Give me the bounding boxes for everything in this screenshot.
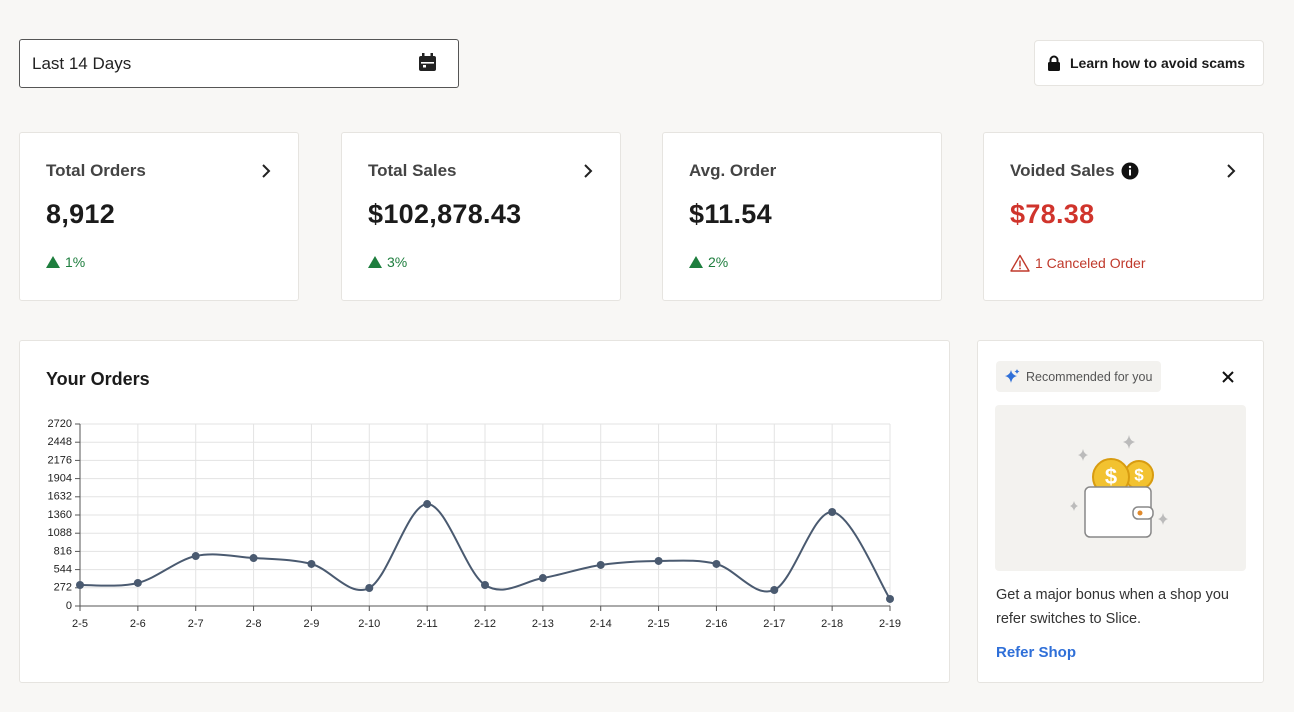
recommendation-card: Recommended for you $ $ Get a major bonu… — [977, 340, 1264, 683]
point — [712, 559, 721, 568]
stat-note-label: 1 Canceled Order — [1035, 255, 1146, 271]
y-tick-label: 816 — [54, 545, 72, 557]
y-tick-label: 1088 — [48, 527, 72, 539]
x-tick-label: 2-11 — [417, 618, 438, 630]
point — [654, 556, 663, 565]
recommendation-badge-label: Recommended for you — [1026, 369, 1153, 384]
stat-change: 1% — [46, 254, 85, 270]
stat-title: Voided Sales — [1010, 161, 1139, 181]
up-arrow-icon — [368, 256, 382, 268]
x-tick-label: 2-9 — [303, 618, 319, 630]
x-tick-label: 2-15 — [648, 618, 670, 630]
x-tick-label: 2-13 — [532, 618, 554, 630]
chevron-icon — [584, 164, 593, 178]
stat-change-label: 2% — [708, 254, 729, 270]
scam-link-button[interactable]: Learn how to avoid scams — [1034, 40, 1264, 86]
stat-note: 1 Canceled Order — [1010, 254, 1146, 272]
up-arrow-icon — [689, 256, 703, 268]
stat-value: $102,878.43 — [368, 199, 522, 229]
svg-text:$: $ — [1105, 464, 1117, 489]
x-tick-label: 2-10 — [358, 618, 380, 630]
point — [307, 559, 316, 568]
refer-shop-link[interactable]: Refer Shop — [996, 644, 1077, 661]
stat-change: 2% — [689, 254, 728, 270]
stat-card: Avg. Order $11.54 2% — [662, 132, 942, 301]
x-tick-label: 2-8 — [246, 618, 262, 630]
stat-title: Total Orders — [46, 161, 146, 180]
x-tick-label: 2-18 — [821, 618, 843, 630]
orders-card: Your Orders 0 272 544 816 1088 1360 1632 1904 21… — [19, 340, 950, 683]
point — [76, 580, 84, 589]
point — [770, 586, 779, 595]
x-tick-label: 2-19 — [879, 618, 901, 630]
scam-link-label: Learn how to avoid scams — [1070, 55, 1246, 71]
point — [886, 594, 894, 603]
y-tick-label: 544 — [54, 564, 72, 576]
y-tick-label: 2720 — [48, 418, 72, 430]
point — [481, 580, 489, 589]
y-tick-label: 2448 — [48, 436, 72, 448]
stat-change: 3% — [368, 254, 407, 270]
svg-text:$: $ — [1134, 465, 1144, 484]
wallet-illustration: $ $ — [1070, 435, 1168, 538]
stat-value: 8,912 — [46, 199, 116, 229]
illustration: $ $ — [995, 405, 1246, 571]
y-tick-label: 2176 — [48, 454, 72, 466]
chart: Your Orders 0 272 544 816 1088 1360 1632 1904 21… — [46, 369, 901, 630]
up-arrow-icon — [46, 256, 60, 268]
sparkle-icon — [1005, 369, 1020, 383]
point — [133, 578, 142, 587]
x-tick-label: 2-14 — [590, 618, 612, 630]
y-tick-label: 1904 — [48, 473, 72, 485]
point — [249, 554, 258, 563]
point — [538, 574, 547, 583]
warning-icon — [1010, 254, 1030, 272]
y-tick-label: 1632 — [48, 491, 72, 503]
date-filter-label: Last 14 Days — [32, 54, 132, 73]
close-button[interactable] — [1221, 370, 1235, 384]
chevron-icon — [1227, 164, 1236, 178]
stat-change-label: 1% — [65, 254, 86, 270]
x-tick-label: 2-6 — [130, 618, 146, 630]
point — [191, 552, 200, 561]
point — [423, 500, 432, 509]
chevron-icon — [262, 164, 271, 178]
lock-icon — [1048, 55, 1060, 71]
y-axis-labels: 0 272 544 816 1088 1360 1632 1904 2176 2448 2720 — [48, 418, 72, 612]
stat-card[interactable]: Total Orders 8,912 1% — [19, 132, 299, 301]
x-tick-label: 2-7 — [188, 618, 204, 630]
chart-title: Your Orders — [46, 369, 150, 389]
calendar-icon — [419, 53, 436, 71]
info-icon — [1121, 162, 1139, 180]
stat-value: $78.38 — [1010, 199, 1095, 229]
stat-card[interactable]: Total Sales $102,878.43 3% — [341, 132, 621, 301]
y-tick-label: 1360 — [48, 509, 72, 521]
x-tick-label: 2-5 — [72, 618, 88, 630]
recommendation-text: Get a major bonus when a shop you refer … — [996, 587, 1229, 627]
stat-title: Avg. Order — [689, 161, 777, 180]
y-tick-label: 0 — [66, 600, 72, 612]
point — [596, 560, 605, 569]
point — [828, 507, 837, 516]
stat-change-label: 3% — [387, 254, 408, 270]
x-tick-label: 2-17 — [763, 618, 785, 630]
point — [365, 584, 374, 593]
x-tick-label: 2-12 — [474, 618, 496, 630]
x-tick-label: 2-16 — [705, 618, 727, 630]
stat-value: $11.54 — [689, 199, 772, 229]
stat-card[interactable]: Voided Sales $78.38 1 Canceled Order — [983, 132, 1264, 301]
y-tick-label: 272 — [54, 582, 72, 594]
date-filter[interactable]: Last 14 Days — [19, 39, 459, 88]
recommendation-badge: Recommended for you — [996, 361, 1162, 392]
stat-title: Total Sales — [368, 161, 457, 180]
stat-title-label: Voided Sales — [1010, 161, 1115, 180]
